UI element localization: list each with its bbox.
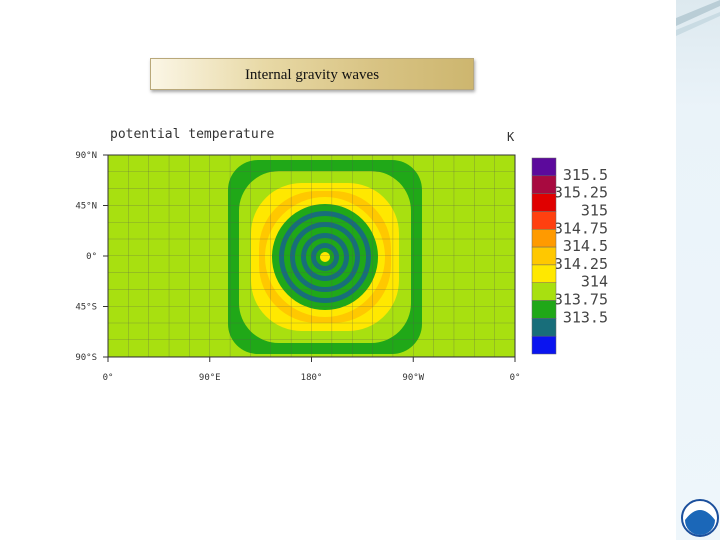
axes: 90°N 45°N 0° 45°S 90°S 0° 90°E 180° 90°W 0° [75,151,520,383]
colorbar-label: 315 [581,201,608,219]
unit: K [507,130,515,144]
decoration [676,0,720,537]
colorbar-box [531,335,557,355]
contour-band [320,252,330,262]
figure: potential temperature K 315.5315.2531531… [75,127,608,383]
lat-label: 45°N [75,202,97,212]
colorbar-box [531,264,557,283]
colorbar-label: 315.5 [563,166,608,184]
lon-label: 90°W [402,373,424,383]
lat-label: 45°S [75,303,97,313]
colorbar-label: 313.75 [554,291,608,309]
colorbar-box [531,282,557,301]
colorbar-label: 313.5 [563,308,608,326]
colorbar-box [531,318,557,337]
lon-label: 180° [301,373,323,383]
lon-label: 0° [103,373,114,383]
colorbar-box [531,175,557,194]
colorbar-box [531,300,557,319]
colorbar-label: 314.25 [554,255,608,273]
colorbar-box [531,246,557,266]
lat-label: 90°S [75,353,97,363]
colorbar-labels: 315.5315.25315314.75314.5314.25314313.75… [554,166,608,327]
stripe [676,12,720,36]
colorbar-label: 314.75 [554,219,608,237]
colorbar-box [531,193,557,212]
lat-label: 90°N [75,151,97,161]
colorbar [531,157,557,355]
plot-title: potential temperature [110,127,275,142]
slide-title: Internal gravity waves [150,58,474,90]
colorbar-label: 314.5 [563,237,608,255]
colorbar-label: 315.25 [554,184,608,202]
colorbar-box [531,229,557,248]
colorbar-box [531,211,557,230]
colorbar-box [531,157,557,177]
stripe [676,0,720,26]
colorbar-label: 314 [581,273,608,291]
lon-label: 90°E [199,373,221,383]
side-decoration [676,0,720,540]
logo-wave [685,510,715,535]
lat-label: 0° [86,252,97,262]
lon-label: 0° [510,373,521,383]
map [108,155,515,357]
